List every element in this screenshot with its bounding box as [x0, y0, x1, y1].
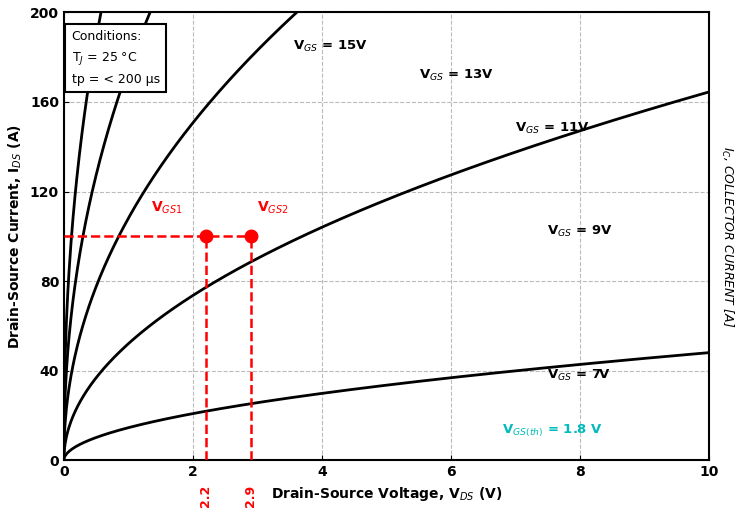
Text: V$_{GS1}$: V$_{GS1}$: [151, 200, 183, 216]
Text: V$_{GS}$ = 15V: V$_{GS}$ = 15V: [293, 38, 367, 54]
Text: 2.2: 2.2: [200, 485, 212, 507]
Y-axis label: Drain-Source Current, I$_{DS}$ (A): Drain-Source Current, I$_{DS}$ (A): [7, 124, 24, 349]
X-axis label: Drain-Source Voltage, V$_{DS}$ (V): Drain-Source Voltage, V$_{DS}$ (V): [271, 484, 502, 503]
Text: V$_{GS2}$: V$_{GS2}$: [257, 200, 289, 216]
Text: V$_{GS}$ = 7V: V$_{GS}$ = 7V: [548, 367, 611, 383]
Text: Conditions:
T$_J$ = 25 °C
tp = < 200 μs: Conditions: T$_J$ = 25 °C tp = < 200 μs: [72, 30, 160, 86]
Text: 2.9: 2.9: [244, 485, 257, 507]
Text: V$_{GS}$ = 13V: V$_{GS}$ = 13V: [418, 67, 493, 83]
Text: V$_{GS}$ = 11V: V$_{GS}$ = 11V: [515, 121, 590, 136]
Text: V$_{GS}$ = 9V: V$_{GS}$ = 9V: [548, 224, 613, 239]
Y-axis label: I$_C$, COLLECTOR CURRENT [A]: I$_C$, COLLECTOR CURRENT [A]: [719, 146, 735, 327]
Text: V$_{GS(th)}$ = 1.8 V: V$_{GS(th)}$ = 1.8 V: [502, 423, 603, 439]
